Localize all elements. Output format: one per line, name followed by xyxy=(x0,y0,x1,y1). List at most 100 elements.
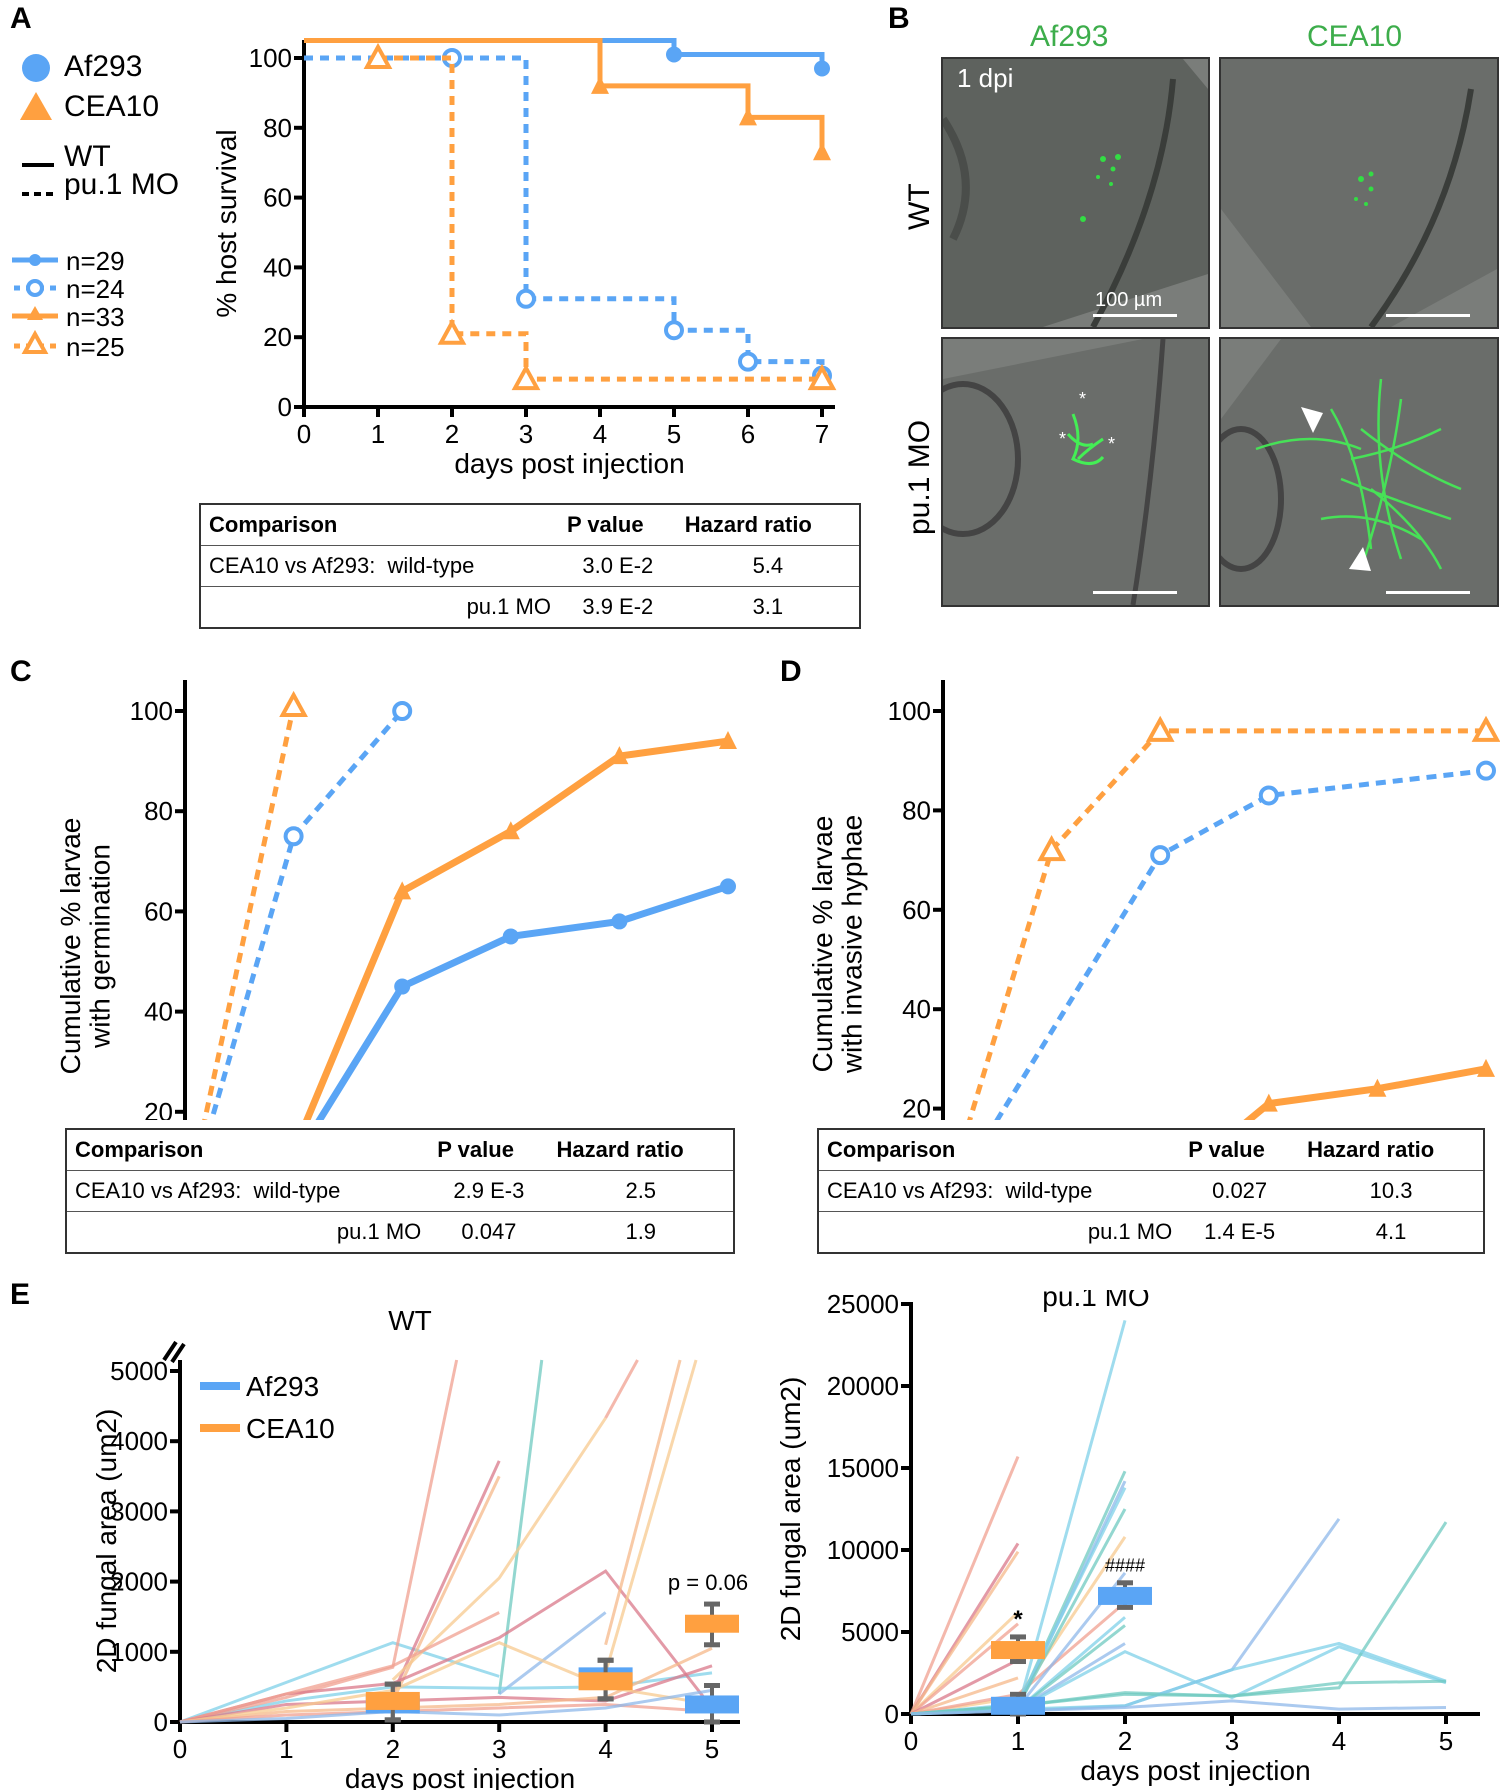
data-point xyxy=(283,826,304,847)
data-point xyxy=(814,60,830,77)
y-tick-label: 80 xyxy=(263,113,292,143)
timepoint-label: 1 dpi xyxy=(957,63,1014,93)
data-point xyxy=(738,351,758,372)
table-a-header-comparison: Comparison xyxy=(209,512,338,537)
table-a-cell: 3.0 E-2 xyxy=(558,545,677,587)
scale-bar xyxy=(1093,591,1177,594)
legend-cea10-swatch xyxy=(200,1424,240,1432)
y-tick-label: 100 xyxy=(130,696,173,726)
y-tick-label: 40 xyxy=(144,997,173,1027)
individual-trace xyxy=(910,1622,1019,1716)
significance-marker: #### xyxy=(1105,1555,1145,1575)
chart-title: WT xyxy=(388,1305,432,1336)
data-point xyxy=(516,288,536,309)
data-point xyxy=(720,878,736,895)
x-tick-label: 3 xyxy=(519,419,533,449)
x-tick-label: 2 xyxy=(445,419,459,449)
data-point xyxy=(363,42,393,69)
y-tick-label: 3000 xyxy=(110,1496,168,1526)
x-tick-label: 3 xyxy=(1225,1726,1239,1756)
mean-bar xyxy=(685,1614,739,1633)
data-point xyxy=(666,46,682,63)
micrograph-pu1mo-af293-image xyxy=(943,339,1208,605)
individual-trace xyxy=(179,1688,713,1724)
x-tick-label: 1 xyxy=(1011,1726,1025,1756)
legend-n-symbols xyxy=(12,254,58,354)
data-point xyxy=(393,881,412,900)
legend-af293-swatch xyxy=(200,1382,240,1390)
individual-trace xyxy=(498,1611,607,1696)
table-c-cell: 2.9 E-3 xyxy=(429,1170,549,1212)
survival-curve xyxy=(304,55,825,376)
series-line xyxy=(202,705,297,1120)
legend-cea10: CEA10 xyxy=(64,90,160,123)
x-tick-label: 4 xyxy=(593,419,607,449)
data-point xyxy=(611,913,628,930)
y-axis-label: Cumulative % larvae xyxy=(807,816,838,1073)
y-tick-label: 60 xyxy=(144,896,173,926)
chart-e-wt: 0 1 2 3 4 5 0 1000 2000 3000 4000 5000 days post inj… xyxy=(91,1305,748,1790)
table-d-header-comparison: Comparison xyxy=(827,1137,956,1162)
x-tick-label: 6 xyxy=(741,419,755,449)
y-axis-label: 2D fungal area (um2) xyxy=(91,1409,122,1674)
y-tick-label: 25000 xyxy=(827,1290,899,1319)
mean-bar xyxy=(365,1691,420,1710)
x-axis-label: days post injection xyxy=(345,1763,575,1790)
asterisk-marker: * xyxy=(1059,429,1067,449)
y-tick-label: 2000 xyxy=(110,1567,168,1597)
individual-trace xyxy=(910,1470,1127,1716)
legend-af293-label: Af293 xyxy=(246,1371,319,1402)
x-tick-label: 0 xyxy=(297,419,311,449)
x-tick-label: 4 xyxy=(1332,1726,1346,1756)
axis-break-icon xyxy=(170,1342,186,1364)
y-tick-label: 0 xyxy=(885,1699,899,1729)
individual-trace xyxy=(910,1521,1448,1716)
filled-triangle-icon xyxy=(27,306,43,320)
data-point xyxy=(1476,760,1496,781)
col-label-cea10: CEA10 xyxy=(1307,20,1403,53)
individual-trace xyxy=(604,1359,698,1674)
table-c-header-pvalue: P value xyxy=(437,1137,514,1162)
y-tick-label: 100 xyxy=(249,43,292,73)
data-point xyxy=(739,107,757,126)
data-point xyxy=(1368,1078,1387,1097)
table-d-cell: CEA10 vs Af293: wild-type xyxy=(818,1170,1181,1212)
table-c-cell: 0.047 xyxy=(429,1211,549,1253)
individual-trace xyxy=(604,1359,639,1419)
row-label-pu1mo: pu.1 MO xyxy=(903,419,936,535)
individual-trace xyxy=(910,1487,1127,1716)
series-line xyxy=(315,883,730,1120)
data-point xyxy=(813,142,831,161)
table-a-cell: 3.9 E-2 xyxy=(558,586,677,628)
data-point xyxy=(1477,1058,1495,1077)
micrograph-pu1mo-cea10-image xyxy=(1221,339,1497,605)
series-line xyxy=(994,768,1487,1120)
y-tick-label: 40 xyxy=(902,994,931,1024)
individual-trace xyxy=(179,1641,500,1724)
individual-trace xyxy=(910,1658,1019,1716)
table-d: Comparison P value Hazard ratio CEA10 vs A… xyxy=(817,1128,1485,1254)
table-c-header-hr: Hazard ratio xyxy=(556,1137,684,1162)
chart-d-invasive-hyphae: 012345020406080100days post injectionCum… xyxy=(807,680,1500,1120)
table-d-cell: pu.1 MO xyxy=(818,1211,1181,1253)
legend-n-1: n=29 xyxy=(66,246,125,276)
data-point xyxy=(1258,785,1279,806)
y-axis-label: with germination xyxy=(84,844,115,1049)
p-value-annotation: p = 0.06 xyxy=(668,1570,748,1595)
panel-letter-e: E xyxy=(10,1278,31,1311)
x-axis-label: days post injection xyxy=(1080,1755,1310,1786)
x-axis-label: days post injection xyxy=(454,448,684,479)
x-tick-label: 1 xyxy=(371,419,385,449)
table-c-header-comparison: Comparison xyxy=(75,1137,204,1162)
scale-bar xyxy=(1386,314,1470,317)
table-c-cell: CEA10 vs Af293: wild-type xyxy=(66,1170,430,1212)
open-circle-icon xyxy=(26,279,44,297)
data-point xyxy=(664,320,684,341)
legend-n-2: n=24 xyxy=(66,274,125,304)
table-d-cell: 1.4 E-5 xyxy=(1180,1211,1300,1253)
y-tick-label: 20 xyxy=(902,1094,931,1120)
y-axis-label: % host survival xyxy=(211,129,242,317)
cea10-triangle-icon xyxy=(20,92,52,120)
table-a: Comparison P value Hazard ratio CEA10 vs A… xyxy=(199,503,861,629)
table-c: Comparison P value Hazard ratio CEA10 vs A… xyxy=(65,1128,735,1254)
